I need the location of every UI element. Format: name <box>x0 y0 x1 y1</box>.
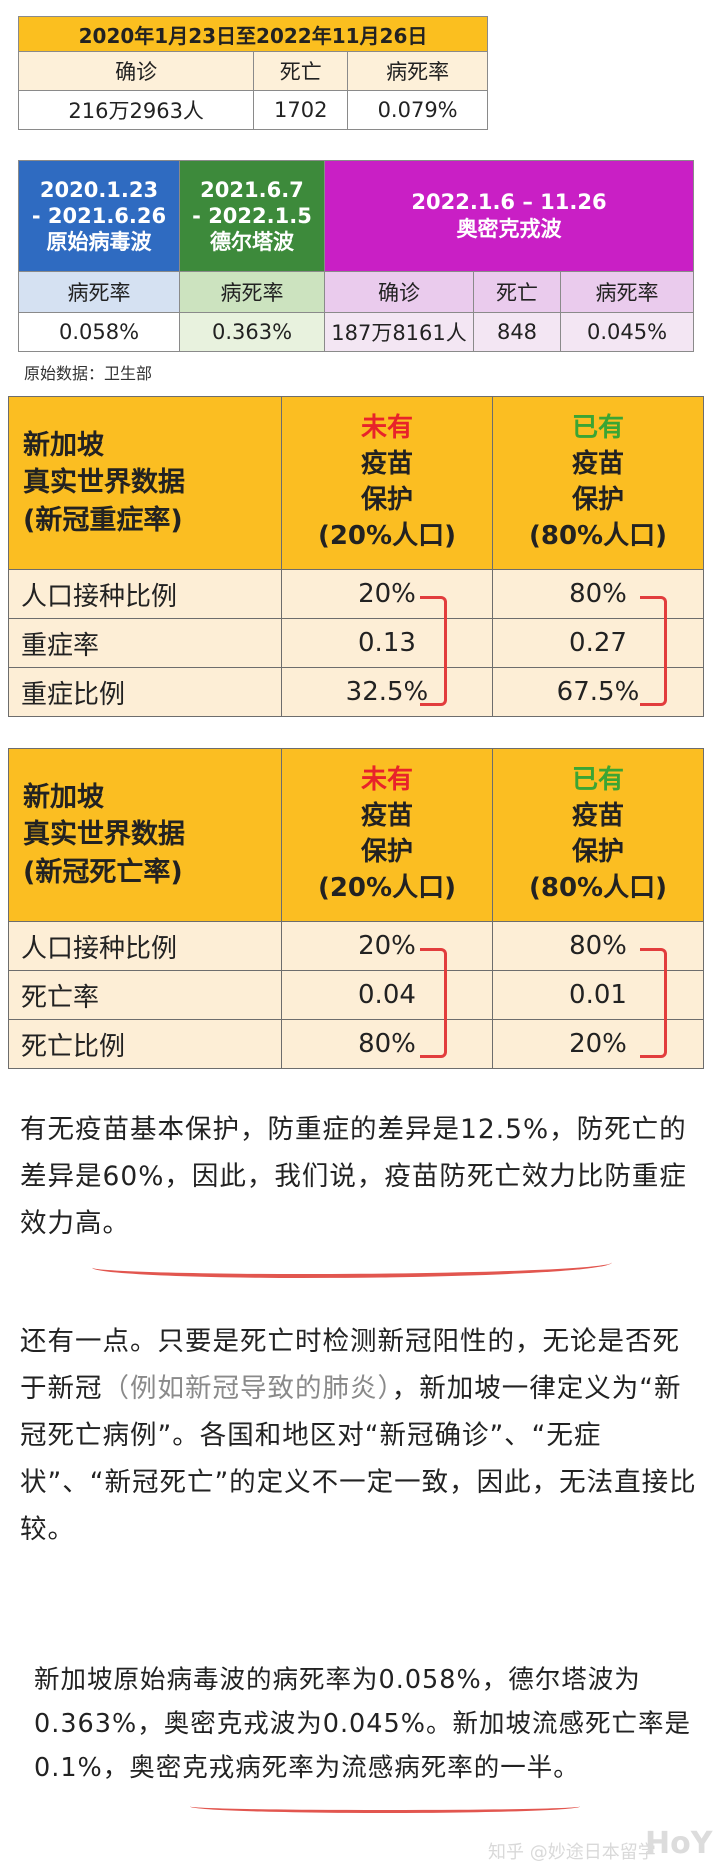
death-title: 新加坡 真实世界数据 (新冠死亡率) <box>8 748 282 922</box>
severe-row2-a: 0.13 <box>280 618 493 668</box>
death-col2-line1: 疫苗 <box>571 801 624 832</box>
death-title-line2: 真实世界数据 <box>23 819 185 851</box>
severe-row3-b: 67.5% <box>491 667 705 717</box>
death-col-unvaccinated: 未有 疫苗 保护 (20%人口) <box>280 748 493 922</box>
death-row2-a: 0.04 <box>280 970 493 1020</box>
value-fatality: 0.079% <box>347 90 488 130</box>
wave3-confirmed: 187万8161人 <box>324 312 474 352</box>
severe-row1-a: 20% <box>280 569 493 619</box>
severe-row1-b: 80% <box>491 569 705 619</box>
death-bracket-right <box>640 948 667 1058</box>
wave2-rate: 0.363% <box>179 312 325 352</box>
severe-col2-status: 已有 <box>571 413 624 444</box>
death-col1-line1: 疫苗 <box>360 801 413 832</box>
wave3-header-fatality: 病死率 <box>560 271 694 313</box>
value-confirmed: 216万2963人 <box>17 90 255 130</box>
severe-rate-table: 新加坡 真实世界数据 (新冠重症率) 未有 疫苗 保护 (20%人口) 已有 疫… <box>8 396 705 717</box>
conclusion-text: 有无疫苗基本保护，防重症的差异是12.5%，防死亡的差异是60%，因此，我们说， <box>20 1114 687 1192</box>
death-row1-a: 20% <box>280 921 493 971</box>
severe-row3-a: 32.5% <box>280 667 493 717</box>
severe-row1-label: 人口接种比例 <box>8 569 282 619</box>
wave1-rate: 0.058% <box>18 312 180 352</box>
flu-underline <box>190 1800 580 1813</box>
wave3-fatality: 0.045% <box>560 312 694 352</box>
death-row3-b: 20% <box>491 1019 705 1069</box>
severe-row2-b: 0.27 <box>491 618 705 668</box>
death-col2-line2: 保护 <box>571 837 624 867</box>
definition-paragraph: 还有一点。只要是死亡时检测新冠阳性的，无论是否死于新冠（例如新冠导致的肺炎），新… <box>20 1318 700 1553</box>
wave3-header-deaths: 死亡 <box>473 271 561 313</box>
value-deaths: 1702 <box>253 90 349 130</box>
death-bracket-left <box>420 948 447 1058</box>
wave1-line1: 2020.1.23 <box>39 177 159 202</box>
waves-table: 2020.1.23 - 2021.6.26 原始病毒波 2021.6.7 - 2… <box>18 160 694 352</box>
death-col2-line3: (80%人口) <box>528 872 667 903</box>
comparison-paragraph: 新加坡原始病毒波的病死率为0.058%，德尔塔波为0.363%，奥密克戎波为0.… <box>34 1665 691 1783</box>
wave1-line2: - 2021.6.26 <box>31 203 167 228</box>
severe-col1-line1: 疫苗 <box>360 449 413 480</box>
severe-col-vaccinated: 已有 疫苗 保护 (80%人口) <box>491 396 705 570</box>
wave3-header-confirmed: 确诊 <box>324 271 474 313</box>
wave1-rate-label: 病死率 <box>18 271 180 313</box>
wave-delta-header: 2021.6.7 - 2022.1.5 德尔塔波 <box>179 160 325 272</box>
wave2-rate-label: 病死率 <box>179 271 325 313</box>
death-row2-label: 死亡率 <box>8 970 282 1020</box>
death-col1-status: 未有 <box>360 765 413 796</box>
death-rate-table: 新加坡 真实世界数据 (新冠死亡率) 未有 疫苗 保护 (20%人口) 已有 疫… <box>8 748 705 1069</box>
severe-title-line1: 新加坡 <box>23 430 104 462</box>
conclusion-paragraph: 有无疫苗基本保护，防重症的差异是12.5%，防死亡的差异是60%，因此，我们说，… <box>20 1106 700 1247</box>
death-col1-line2: 保护 <box>360 837 413 867</box>
death-row1-label: 人口接种比例 <box>8 921 282 971</box>
definition-note: （例如新冠导致的肺炎） <box>102 1373 392 1404</box>
death-title-line1: 新加坡 <box>23 782 104 814</box>
header-confirmed: 确诊 <box>17 51 255 91</box>
death-col2-status: 已有 <box>571 765 624 796</box>
severe-col2-line2: 保护 <box>571 485 624 515</box>
conclusion-highlight: 疫苗防死亡效力比防重症效力高。 <box>20 1161 687 1239</box>
death-row3-a: 80% <box>280 1019 493 1069</box>
definition-text-1: 还有一点。只要是死亡时检测新冠阳性的，无论是否死于新冠 <box>20 1326 680 1404</box>
death-row1-b: 80% <box>491 921 705 971</box>
watermark-text: 知乎 @妙途日本留学 <box>488 1842 656 1863</box>
severe-row3-label: 重症比例 <box>8 667 282 717</box>
definition-text-2: ，新加坡一律定义为“新冠死亡病例”。各国和地区对“新冠确诊”、“无症状”、“新冠… <box>20 1373 697 1545</box>
wave2-line3: 德尔塔波 <box>210 230 294 255</box>
severe-col2-line3: (80%人口) <box>528 520 667 551</box>
severe-col-unvaccinated: 未有 疫苗 保护 (20%人口) <box>280 396 493 570</box>
severe-row2-label: 重症率 <box>8 618 282 668</box>
wave2-line1: 2021.6.7 <box>200 177 304 202</box>
death-title-line3: (新冠死亡率) <box>23 856 183 888</box>
death-col1-line3: (20%人口) <box>317 872 456 903</box>
severe-col1-status: 未有 <box>360 413 413 444</box>
source-note: 原始数据：卫生部 <box>24 364 153 383</box>
summary-table: 2020年1月23日至2022年11月26日 确诊 死亡 病死率 216万296… <box>17 16 488 130</box>
wave1-line3: 原始病毒波 <box>46 230 152 255</box>
watermark-logo: HoYP <box>645 1826 713 1861</box>
highlight-underline <box>92 1252 612 1278</box>
severe-bracket-right <box>640 596 667 706</box>
severe-bracket-left <box>420 596 447 706</box>
severe-col2-line1: 疫苗 <box>571 449 624 480</box>
death-row2-b: 0.01 <box>491 970 705 1020</box>
wave3-line2: 奥密克戎波 <box>456 217 562 241</box>
header-deaths: 死亡 <box>253 51 349 91</box>
summary-title: 2020年1月23日至2022年11月26日 <box>18 16 488 52</box>
wave-original-header: 2020.1.23 - 2021.6.26 原始病毒波 <box>18 160 180 272</box>
wave3-line1: 2022.1.6 – 11.26 <box>411 189 607 214</box>
severe-title-line3: (新冠重症率) <box>23 504 183 536</box>
severe-col1-line2: 保护 <box>360 485 413 515</box>
wave3-deaths: 848 <box>473 312 561 352</box>
severe-title: 新加坡 真实世界数据 (新冠重症率) <box>8 396 282 570</box>
severe-title-line2: 真实世界数据 <box>23 467 185 499</box>
wave-omicron-header: 2022.1.6 – 11.26 奥密克戎波 <box>324 160 694 272</box>
header-fatality: 病死率 <box>347 51 488 91</box>
severe-col1-line3: (20%人口) <box>317 520 456 551</box>
wave2-line2: - 2022.1.5 <box>192 203 312 228</box>
death-col-vaccinated: 已有 疫苗 保护 (80%人口) <box>491 748 705 922</box>
death-row3-label: 死亡比例 <box>8 1019 282 1069</box>
